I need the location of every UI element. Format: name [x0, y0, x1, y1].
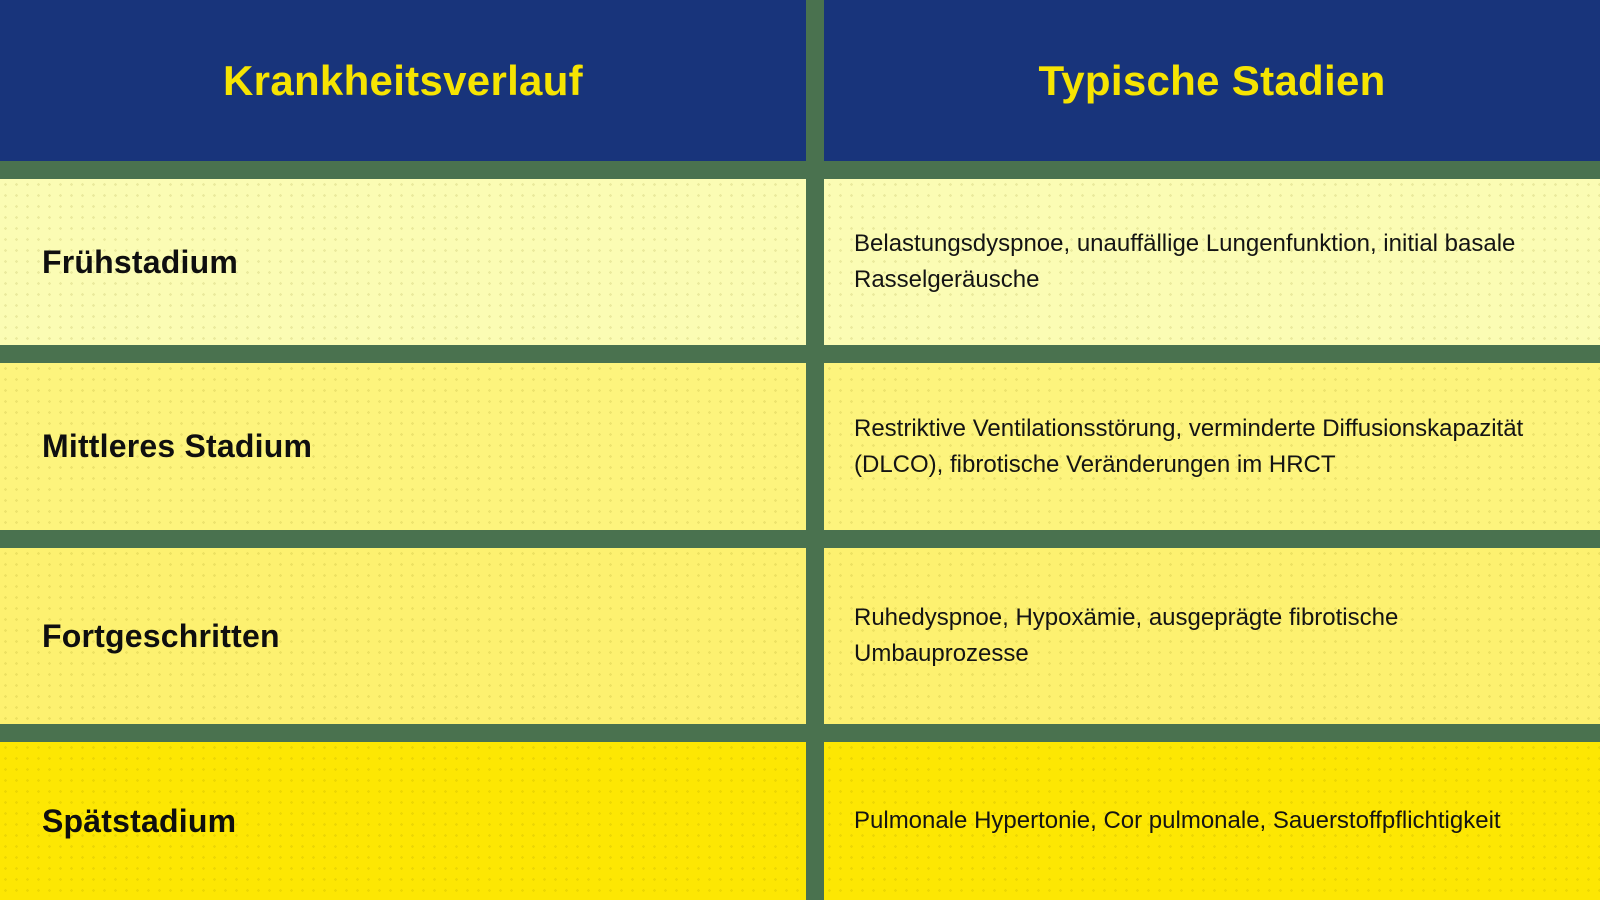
stage-cell-mittleres-stadium: Mittleres Stadium	[0, 363, 806, 530]
stage-cell-fruehstadium: Frühstadium	[0, 179, 806, 345]
stage-cell-spaetstadium: Spätstadium	[0, 742, 806, 900]
description-cell-fortgeschritten: Ruhedyspnoe, Hypoxämie, ausgeprägte fibr…	[824, 548, 1600, 724]
stage-label: Fortgeschritten	[42, 617, 280, 654]
header-cell-krankheitsverlauf: Krankheitsverlauf	[0, 0, 806, 161]
stage-label: Mittleres Stadium	[42, 428, 313, 464]
description-text: Restriktive Ventilationsstörung, vermind…	[854, 414, 1524, 478]
header-cell-typische-stadien: Typische Stadien	[824, 0, 1600, 161]
header-label-typische-stadien: Typische Stadien	[1038, 56, 1386, 104]
description-cell-spaetstadium: Pulmonale Hypertonie, Cor pulmonale, Sau…	[824, 742, 1600, 900]
stage-label: Frühstadium	[42, 243, 238, 280]
description-text: Ruhedyspnoe, Hypoxämie, ausgeprägte fibr…	[854, 604, 1399, 667]
description-text: Pulmonale Hypertonie, Cor pulmonale, Sau…	[854, 807, 1501, 834]
header-label-krankheitsverlauf: Krankheitsverlauf	[223, 56, 583, 104]
description-cell-mittleres-stadium: Restriktive Ventilationsstörung, vermind…	[824, 363, 1600, 530]
stage-label: Spätstadium	[42, 802, 237, 839]
stage-cell-fortgeschritten: Fortgeschritten	[0, 548, 806, 724]
description-text: Belastungsdyspnoe, unauffällige Lungenfu…	[854, 230, 1516, 293]
description-cell-fruehstadium: Belastungsdyspnoe, unauffällige Lungenfu…	[824, 179, 1600, 345]
